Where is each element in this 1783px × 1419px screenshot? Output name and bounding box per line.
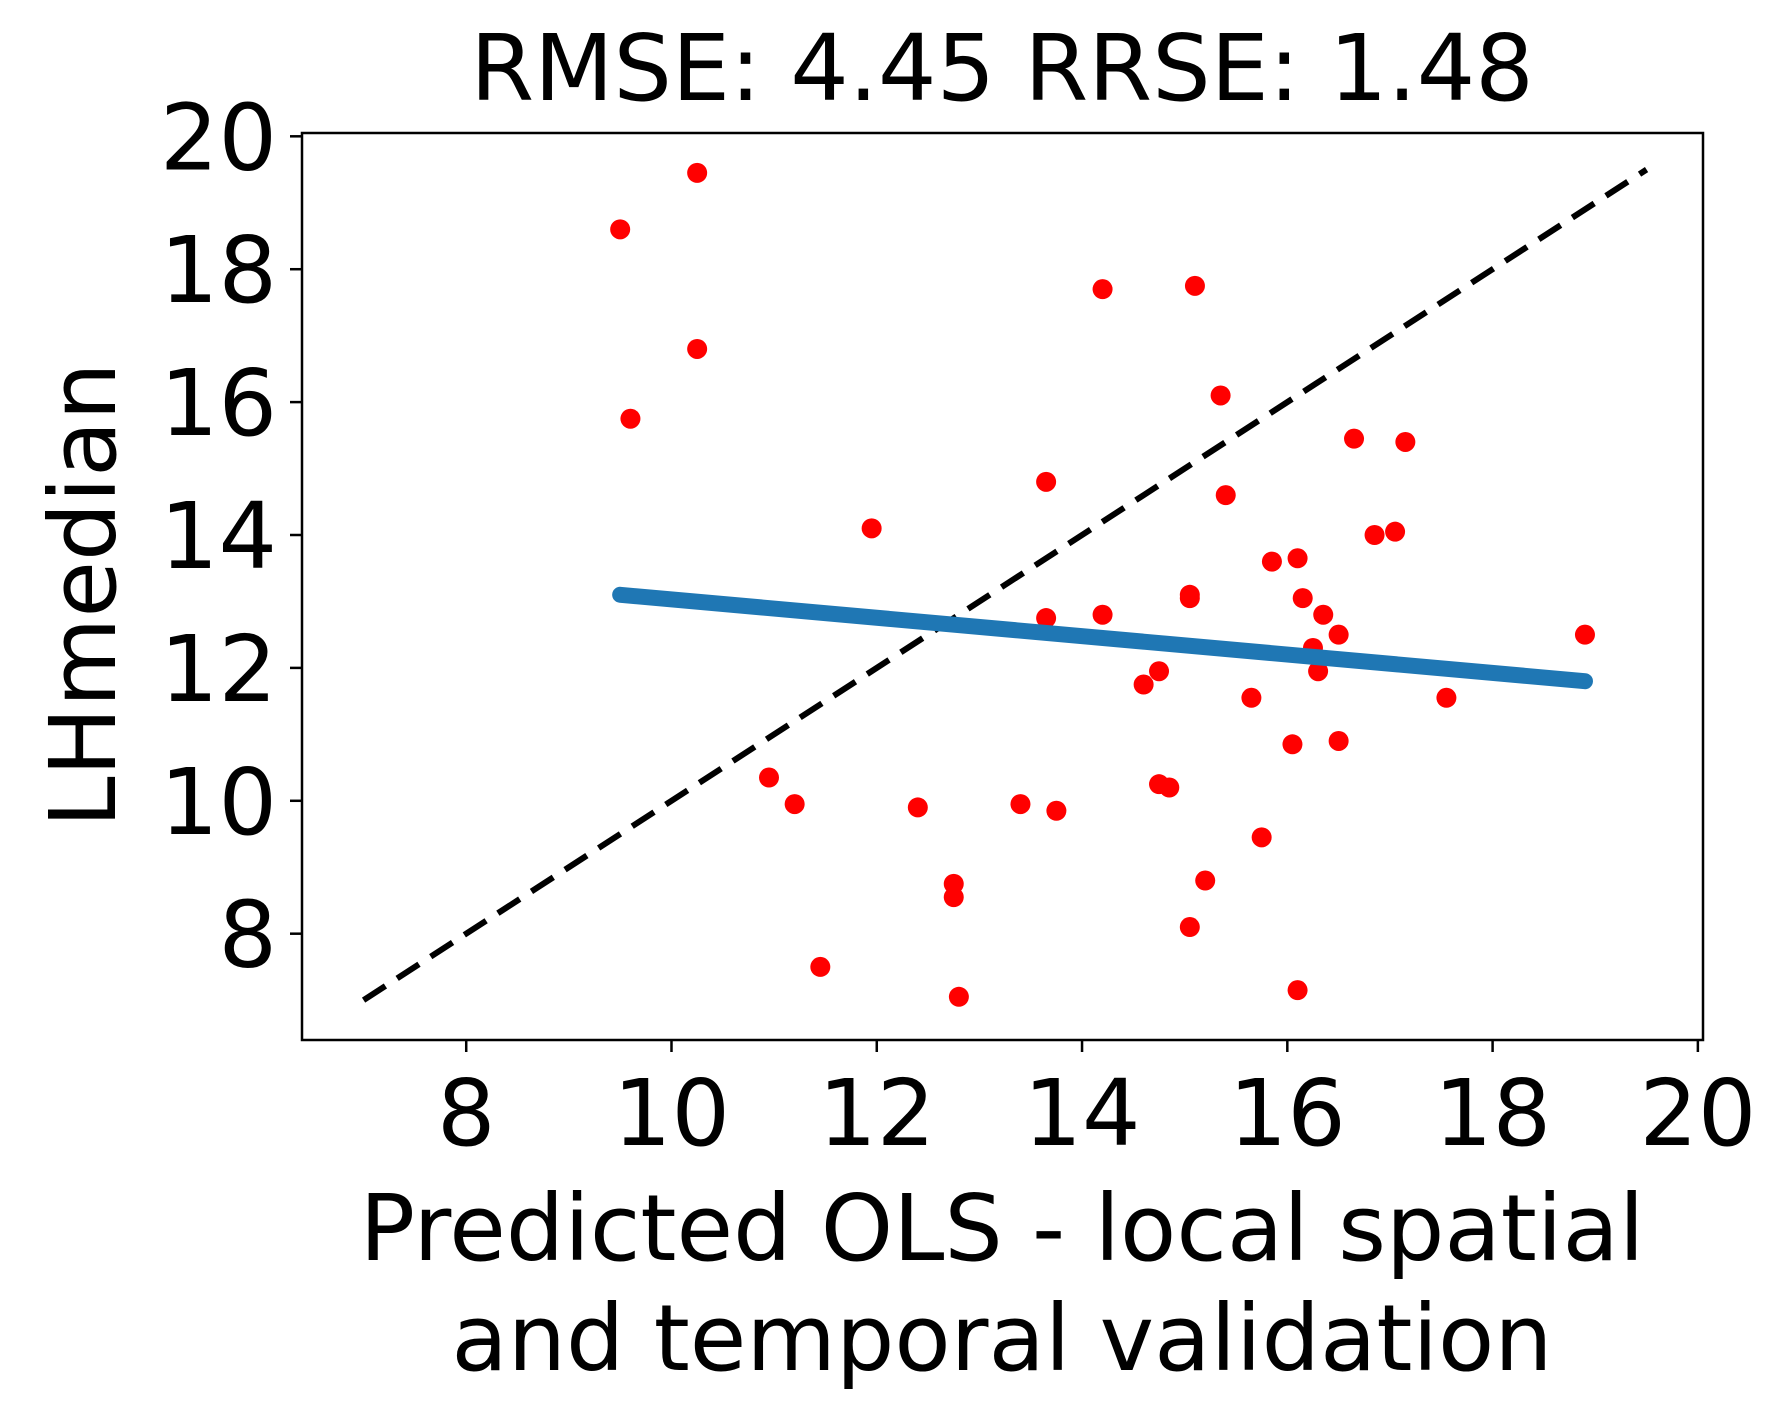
scatter-points [610,162,1595,1007]
scatter-point [1292,588,1313,609]
scatter-point [1010,794,1031,815]
fit-line [612,586,1593,690]
fit-line-layer [612,586,1593,690]
y-tick-label: 20 [160,84,277,191]
scatter-point [1210,385,1231,406]
scatter-point [1092,604,1113,625]
scatter-point [1241,687,1262,708]
scatter-point [1149,661,1170,682]
scatter-point [1574,624,1595,645]
x-tick-label: 12 [818,1060,935,1167]
scatter-point [1364,525,1385,546]
scatter-point [861,518,882,539]
scatter-point [1215,485,1236,506]
y-tick-label: 8 [218,882,277,989]
x-tick-label: 14 [1024,1060,1141,1167]
scatter-point [1179,588,1200,609]
x-tick-label: 10 [613,1060,730,1167]
x-axis-label-line-2: and temporal validation [451,1285,1552,1392]
scatter-point [1308,661,1329,682]
x-tick-label: 18 [1434,1060,1551,1167]
scatter-point [620,408,641,429]
scatter-point [610,219,631,240]
y-axis-label: LHmedian [30,362,137,827]
scatter-point [1344,428,1365,449]
scatter-point [1036,608,1057,629]
scatter-point [759,767,779,788]
y-tick-label: 16 [160,350,277,457]
scatter-point [1287,980,1308,1001]
plot-area [300,131,1705,1042]
scatter-point [1159,777,1180,798]
scatter-point [1251,827,1272,848]
x-tick-label: 8 [437,1060,496,1167]
scatter-point [943,887,964,908]
scatter-point [784,794,805,815]
scatter-point [1328,624,1349,645]
plot-frame [300,131,1705,1042]
scatter-point [687,338,708,359]
scatter-point [948,986,969,1007]
chart-title: RMSE: 4.45 RRSE: 1.48 [470,15,1534,122]
scatter-point [907,797,928,818]
scatter-point [810,956,831,977]
y-tick-label: 14 [160,483,277,590]
identity-line [361,167,1649,1003]
scatter-point [1195,870,1216,891]
scatter-point [1184,275,1205,296]
x-axis: 8 10 12 14 16 18 20 [437,1040,1756,1167]
y-axis: 8 10 12 14 16 18 20 [160,84,302,989]
scatter-point [687,162,708,183]
scatter-point [1328,730,1349,751]
scatter-point [1313,604,1334,625]
scatter-point [1436,687,1457,708]
scatter-point [1036,471,1057,492]
scatter-point [1282,734,1303,755]
x-tick-label: 16 [1229,1060,1346,1167]
scatter-point [1287,548,1308,569]
x-tick-label: 20 [1639,1060,1756,1167]
scatter-point [1046,800,1067,821]
scatter-point [1092,279,1113,300]
scatter-point [1179,917,1200,938]
scatter-point [1395,431,1416,452]
y-tick-label: 18 [160,217,277,324]
identity-line-layer [361,167,1649,1003]
scatter-point [1261,551,1282,572]
x-axis-label-line-1: Predicted OLS - local spatial [360,1175,1645,1282]
y-tick-label: 12 [160,616,277,723]
scatter-point [1133,674,1154,695]
y-tick-label: 10 [160,749,277,856]
scatter-point [1385,521,1406,542]
